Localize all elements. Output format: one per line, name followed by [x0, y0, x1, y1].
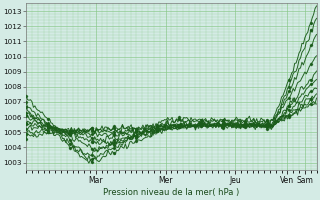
X-axis label: Pression niveau de la mer( hPa ): Pression niveau de la mer( hPa ): [103, 188, 239, 197]
